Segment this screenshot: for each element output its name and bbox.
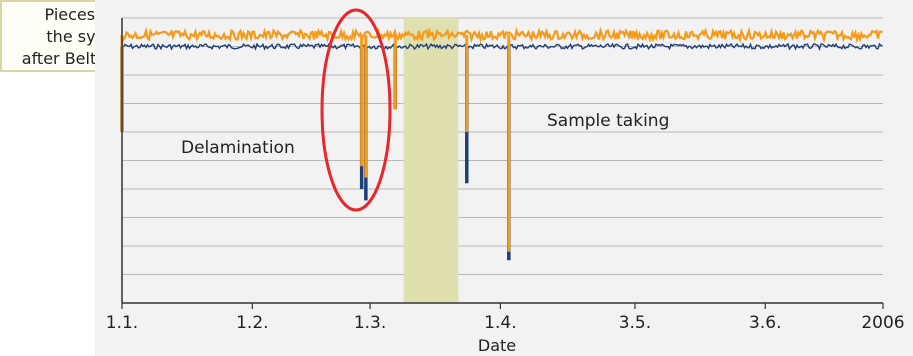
- series-line-1: [121, 42, 883, 52]
- x-tick-label: 1.3.: [354, 313, 386, 333]
- annotation-delamination: Delamination: [181, 138, 295, 158]
- x-tick-label: 3.5.: [619, 313, 651, 333]
- series-line-2: [121, 26, 884, 44]
- belt-change-band: [403, 18, 459, 303]
- x-tick-label: 1.1.: [106, 313, 138, 333]
- x-axis-label: Date: [478, 336, 516, 355]
- x-tick-label: 3.6.: [749, 313, 781, 333]
- annotation-sample-taking: Sample taking: [547, 111, 670, 131]
- x-tick-label: 1.4.: [484, 313, 516, 333]
- delamination-highlight-ellipse: [320, 8, 392, 212]
- x-tick-label: 2006: [861, 313, 904, 333]
- x-tick-label: 1.2.: [236, 313, 268, 333]
- chart-background: [95, 0, 913, 356]
